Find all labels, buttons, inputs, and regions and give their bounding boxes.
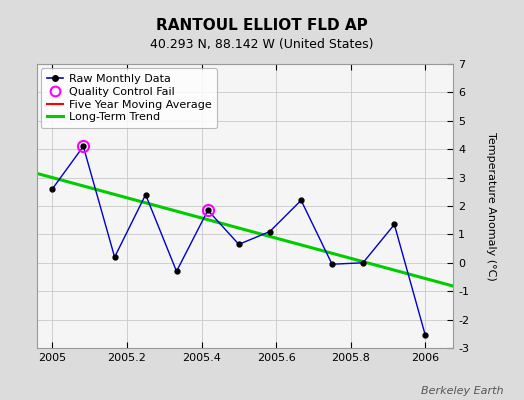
Y-axis label: Temperature Anomaly (°C): Temperature Anomaly (°C) [486,132,496,280]
Text: Berkeley Earth: Berkeley Earth [421,386,503,396]
Legend: Raw Monthly Data, Quality Control Fail, Five Year Moving Average, Long-Term Tren: Raw Monthly Data, Quality Control Fail, … [41,68,217,128]
Text: RANTOUL ELLIOT FLD AP: RANTOUL ELLIOT FLD AP [156,18,368,33]
Text: 40.293 N, 88.142 W (United States): 40.293 N, 88.142 W (United States) [150,38,374,51]
